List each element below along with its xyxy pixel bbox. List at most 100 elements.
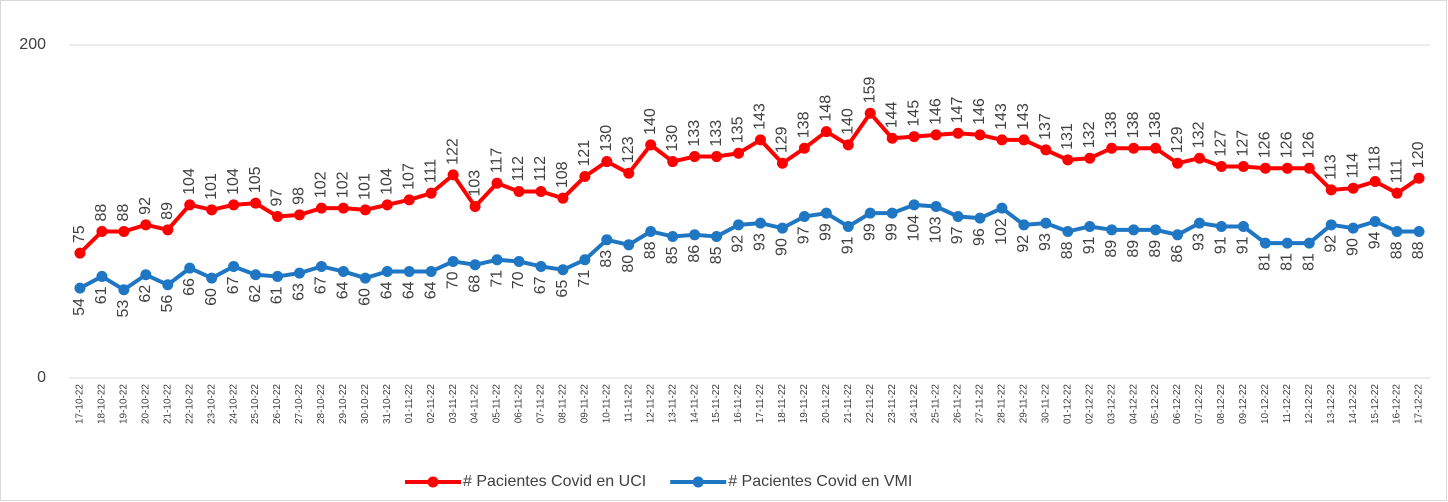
data-point <box>1128 224 1140 236</box>
data-point <box>74 247 86 259</box>
data-point <box>96 270 108 282</box>
data-label: 88 <box>642 241 659 259</box>
data-label: 113 <box>1322 154 1339 180</box>
data-point <box>1347 222 1359 234</box>
data-point <box>1259 162 1271 174</box>
data-label: 99 <box>883 223 900 241</box>
data-point <box>1172 229 1184 241</box>
data-point <box>469 259 481 271</box>
data-label: 127 <box>1235 130 1252 157</box>
data-point <box>1237 220 1249 232</box>
data-label: 64 <box>379 281 396 299</box>
data-point <box>272 210 284 222</box>
data-label: 126 <box>1279 131 1296 158</box>
data-point <box>491 254 503 266</box>
data-label: 131 <box>1059 123 1076 150</box>
data-label: 102 <box>993 218 1010 245</box>
data-label: 64 <box>422 281 439 299</box>
data-label: 71 <box>576 270 593 288</box>
data-point <box>1347 182 1359 194</box>
data-point <box>952 127 964 139</box>
data-point <box>1040 144 1052 156</box>
data-label: 85 <box>708 246 725 264</box>
data-point <box>1128 142 1140 154</box>
x-tick-label: 15-11-22 <box>711 384 722 424</box>
data-label: 89 <box>159 202 176 220</box>
data-point <box>667 156 679 168</box>
data-label: 159 <box>861 76 878 103</box>
data-label: 129 <box>774 126 791 153</box>
x-tick-label: 28-10-22 <box>316 384 327 424</box>
data-point <box>359 204 371 216</box>
data-label: 121 <box>576 140 593 167</box>
data-label: 86 <box>686 245 703 263</box>
data-point <box>228 199 240 211</box>
data-label: 85 <box>664 246 681 264</box>
data-label: 143 <box>752 103 769 130</box>
data-label: 91 <box>840 236 857 254</box>
data-point <box>250 269 262 281</box>
x-tick-label: 29-11-22 <box>1019 384 1030 424</box>
data-point <box>1237 161 1249 173</box>
data-point <box>140 269 152 281</box>
x-tick-label: 25-10-22 <box>250 384 261 424</box>
x-tick-label: 11-12-22 <box>1282 384 1293 424</box>
data-label: 140 <box>840 108 857 135</box>
data-label: 101 <box>203 173 220 200</box>
x-tick-label: 23-10-22 <box>206 384 217 424</box>
data-label: 71 <box>488 270 505 288</box>
data-point <box>1215 161 1227 173</box>
x-tick-label: 28-11-22 <box>997 384 1008 424</box>
data-point <box>315 202 327 214</box>
data-label: 143 <box>993 103 1010 130</box>
data-point <box>930 129 942 141</box>
data-point <box>1391 225 1403 237</box>
y-tick-label: 200 <box>19 36 46 53</box>
x-tick-label: 05-12-22 <box>1150 384 1161 424</box>
x-tick-label: 29-10-22 <box>338 384 349 424</box>
data-point <box>1281 237 1293 249</box>
data-point <box>645 225 657 237</box>
data-label: 94 <box>1366 231 1383 249</box>
data-point <box>1150 224 1162 236</box>
data-point <box>118 225 130 237</box>
x-tick-label: 14-12-22 <box>1348 384 1359 424</box>
data-label: 145 <box>905 100 922 127</box>
data-label: 102 <box>335 171 352 198</box>
data-point <box>820 126 832 138</box>
data-label: 97 <box>949 226 966 244</box>
data-point <box>74 282 86 294</box>
x-tick-label: 24-11-22 <box>909 384 920 424</box>
data-point <box>1281 162 1293 174</box>
x-tick-label: 13-11-22 <box>667 384 678 424</box>
data-point <box>711 230 723 242</box>
data-label: 93 <box>1037 233 1054 251</box>
data-label: 62 <box>247 285 264 303</box>
x-tick-label: 20-11-22 <box>821 384 832 424</box>
data-label: 111 <box>1388 159 1405 183</box>
data-point <box>798 142 810 154</box>
x-tick-label: 17-10-22 <box>75 384 86 424</box>
data-label: 122 <box>444 138 461 165</box>
x-tick-label: 04-12-22 <box>1128 384 1139 424</box>
data-point <box>645 139 657 151</box>
data-point <box>1172 157 1184 169</box>
data-label: 88 <box>115 204 132 222</box>
data-label: 83 <box>598 250 615 268</box>
data-label: 86 <box>1169 245 1186 263</box>
data-point <box>1303 237 1315 249</box>
x-tick-label: 17-12-22 <box>1414 384 1425 424</box>
data-label: 103 <box>927 216 944 243</box>
data-point <box>908 131 920 143</box>
data-label: 54 <box>71 298 88 316</box>
data-point <box>206 272 218 284</box>
x-tick-label: 16-12-22 <box>1392 384 1403 424</box>
data-point <box>754 134 766 146</box>
y-tick-label: 0 <box>37 369 46 386</box>
data-point <box>272 270 284 282</box>
x-tick-label: 18-10-22 <box>97 384 108 424</box>
data-point <box>1106 224 1118 236</box>
data-point <box>623 239 635 251</box>
data-label: 104 <box>905 215 922 242</box>
